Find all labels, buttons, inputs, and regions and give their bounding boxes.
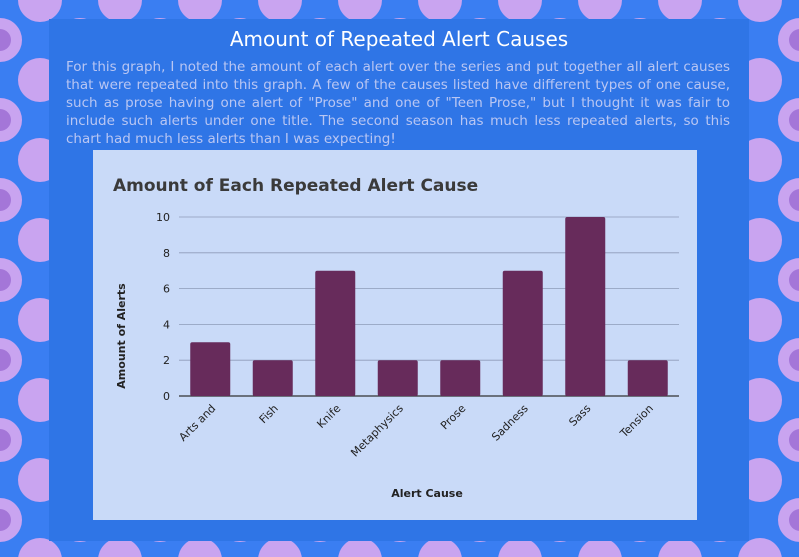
x-axis-label: Alert Cause xyxy=(391,487,463,500)
y-tick-label: 2 xyxy=(163,354,170,367)
bar-metaphysics xyxy=(377,360,418,396)
bar-prose xyxy=(440,360,481,396)
x-tick-label: Sass xyxy=(566,402,593,429)
chart-card: Amount of Each Repeated Alert Cause 0 2 4 6… xyxy=(93,150,697,520)
content-panel: Amount of Repeated Alert Causes For this… xyxy=(49,19,749,541)
x-tick-label: Arts and xyxy=(176,402,218,444)
x-tick-label: Sadness xyxy=(489,402,531,444)
bar-chart: Amount of Each Repeated Alert Cause 0 2 4 6… xyxy=(113,176,679,500)
x-tick-label: Tension xyxy=(617,402,656,441)
x-tick-label: Metaphysics xyxy=(348,402,406,460)
y-axis-label: Amount of Alerts xyxy=(115,283,128,389)
x-axis-ticks: Arts and Fish Knife Metaphysics Prose Sadness… xyxy=(176,402,655,460)
x-tick-label: Fish xyxy=(257,402,281,426)
y-tick-label: 0 xyxy=(163,390,170,403)
bar-fish xyxy=(252,360,293,396)
page-title: Amount of Repeated Alert Causes xyxy=(229,27,569,51)
y-tick-label: 4 xyxy=(163,318,170,331)
page-description: For this graph, I noted the amount of ea… xyxy=(66,59,730,147)
bar-arts-and xyxy=(190,342,231,396)
y-tick-label: 6 xyxy=(163,283,170,296)
chart-title: Amount of Each Repeated Alert Cause xyxy=(113,176,478,196)
y-tick-label: 10 xyxy=(156,211,170,224)
bar-knife xyxy=(315,270,356,396)
x-tick-label: Prose xyxy=(438,402,469,433)
bar-sass xyxy=(565,217,606,396)
x-tick-label: Knife xyxy=(314,402,343,431)
chart-bars xyxy=(190,217,668,396)
y-axis-ticks: 0 2 4 6 8 10 xyxy=(156,211,170,403)
bar-sadness xyxy=(502,270,543,396)
y-tick-label: 8 xyxy=(163,247,170,260)
bar-tension xyxy=(627,360,668,396)
